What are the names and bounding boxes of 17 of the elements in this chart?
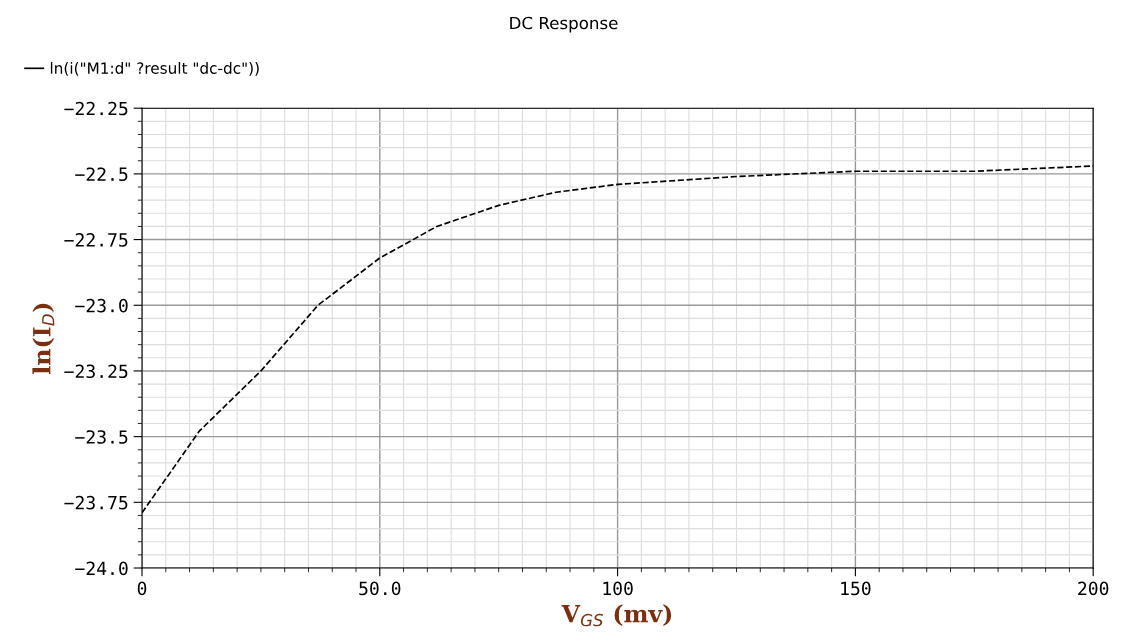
y-tick-label: −23.5 bbox=[75, 430, 128, 444]
y-tick-label: −22.75 bbox=[64, 233, 128, 247]
y-tick-label: −24.0 bbox=[75, 561, 128, 576]
x-tick-label: 150 bbox=[841, 581, 871, 596]
y-tick-label: −23.25 bbox=[64, 364, 128, 379]
y-axis-title: ln(I$_{D}$) bbox=[32, 303, 55, 374]
chart-title: DC Response bbox=[510, 16, 618, 33]
x-tick-label: 0 bbox=[137, 581, 147, 596]
legend-label: ln(i("M1:d" ?result "dc-dc")) bbox=[50, 62, 259, 76]
y-tick-label: −22.5 bbox=[75, 167, 128, 182]
x-tick-label: 50.0 bbox=[359, 581, 401, 596]
x-axis-title: V$_{GS}$ (mv) bbox=[561, 604, 672, 627]
y-tick-label: −23.0 bbox=[75, 298, 128, 313]
y-tick-label: −23.75 bbox=[64, 495, 128, 510]
y-tick-label: −22.25 bbox=[64, 101, 128, 116]
x-tick-label: 100 bbox=[603, 581, 633, 596]
x-tick-label: 200 bbox=[1078, 581, 1109, 596]
